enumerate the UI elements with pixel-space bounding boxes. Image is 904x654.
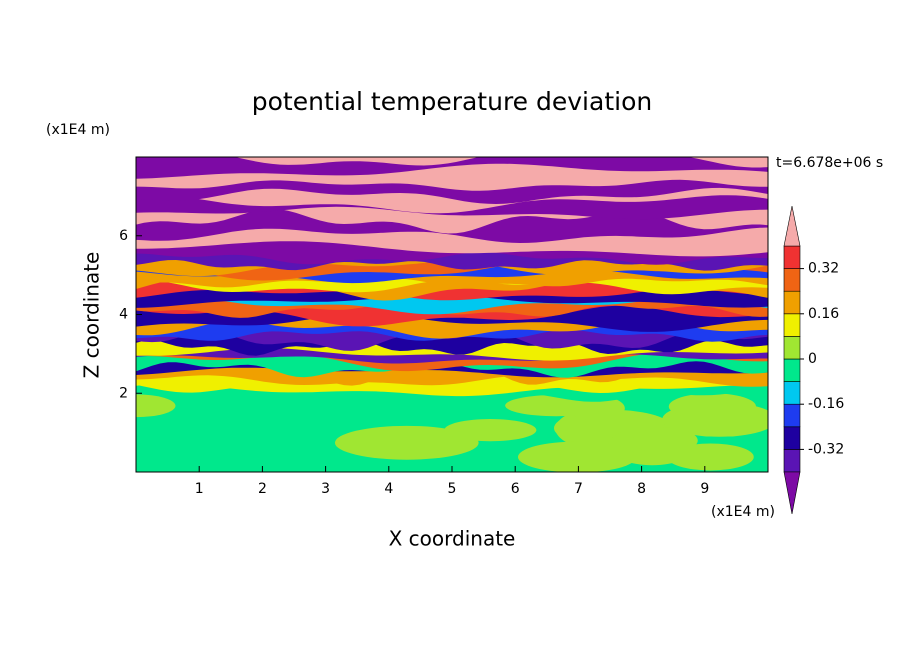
y-tick-label: 4 — [119, 307, 128, 323]
colorbar-band — [783, 381, 801, 405]
field-blob — [517, 441, 637, 472]
contour-field — [136, 157, 768, 472]
y-axis-label: Z coordinate — [80, 252, 104, 379]
colorbar-band — [783, 290, 801, 315]
colorbar-band — [783, 268, 801, 292]
field-blob — [334, 425, 479, 460]
field-band — [136, 157, 768, 168]
colorbar-tick-label: 0 — [808, 351, 817, 367]
x-tick-label: 1 — [195, 481, 204, 497]
x-tick-label: 4 — [384, 481, 393, 497]
colorbar-band — [783, 403, 801, 428]
field-blob — [667, 443, 754, 471]
x-tick-label: 2 — [258, 481, 267, 497]
x-tick-label: 3 — [321, 481, 330, 497]
colorbar-tick-label: -0.16 — [808, 396, 844, 412]
colorbar-band — [783, 336, 801, 360]
y-tick-label: 2 — [119, 385, 128, 401]
x-tick-label: 6 — [511, 481, 520, 497]
colorbar-band — [783, 313, 801, 337]
field-blob — [136, 394, 176, 418]
y-unit: (x1E4 m) — [46, 122, 110, 138]
colorbar-band — [783, 449, 801, 473]
x-unit: (x1E4 m) — [711, 504, 775, 520]
x-axis-label: X coordinate — [389, 527, 516, 551]
y-tick-label: 6 — [119, 228, 128, 244]
colorbar-tick-label: -0.32 — [808, 441, 844, 457]
time-annotation: t=6.678e+06 s — [776, 155, 883, 171]
x-tick-label: 5 — [448, 481, 457, 497]
colorbar-tick-label: 0.32 — [808, 261, 839, 277]
colorbar-band — [783, 245, 801, 269]
colorbar-extend-low — [783, 471, 801, 515]
x-tick-label: 8 — [637, 481, 646, 497]
field-blob — [668, 393, 756, 420]
colorbar-tick-label: 0.16 — [808, 306, 839, 322]
field-blob — [444, 419, 537, 442]
x-tick-label: 7 — [574, 481, 583, 497]
chart-title: potential temperature deviation — [252, 87, 652, 116]
x-tick-label: 9 — [700, 481, 709, 497]
colorbar-extend-high — [783, 205, 801, 247]
colorbar-band — [783, 426, 801, 450]
colorbar-band — [783, 358, 801, 382]
